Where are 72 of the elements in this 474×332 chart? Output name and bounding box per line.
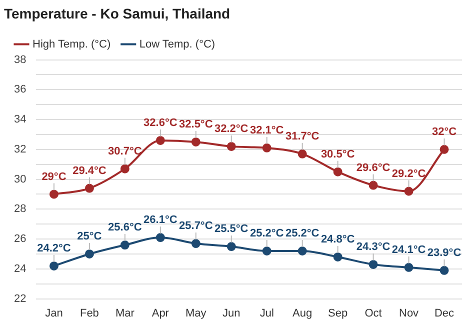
point <box>262 143 272 152</box>
point <box>226 142 236 151</box>
point <box>440 266 449 275</box>
point <box>333 252 342 262</box>
x-tick-label: Feb <box>80 307 99 320</box>
point <box>262 246 272 256</box>
point <box>120 240 130 250</box>
x-tick-label: May <box>186 307 207 320</box>
data-label: 24.2°C <box>37 242 71 254</box>
y-tick-label: 28 <box>14 203 26 216</box>
legend-label: Low Temp. (°C) <box>139 38 216 50</box>
point <box>191 239 200 248</box>
data-label: 25.2°C <box>250 228 284 240</box>
x-tick-label: Jun <box>222 307 240 320</box>
point <box>49 261 58 270</box>
data-label: 23.9°C <box>427 246 462 259</box>
data-label: 25.6°C <box>108 222 142 234</box>
point <box>333 167 342 176</box>
x-tick-label: Dec <box>434 307 455 320</box>
x-tick-label: Apr <box>152 307 170 320</box>
x-tick-label: Sep <box>328 307 348 320</box>
y-tick-label: 36 <box>14 84 26 96</box>
y-tick-label: 26 <box>14 233 26 246</box>
data-label: 29°C <box>42 170 66 183</box>
point <box>84 249 94 258</box>
data-label: 32.6°C <box>144 116 178 129</box>
data-label: 32°C <box>432 126 457 138</box>
data-label: 32.5°C <box>179 118 213 130</box>
legend-label: High Temp. (°C) <box>32 38 111 50</box>
data-label: 25.2°C <box>285 228 320 240</box>
point <box>298 149 307 158</box>
y-tick-label: 32 <box>14 143 26 156</box>
point <box>120 164 130 174</box>
y-tick-label: 22 <box>14 292 26 305</box>
point <box>368 260 378 269</box>
point <box>226 242 236 252</box>
data-label: 24.1°C <box>392 244 426 256</box>
data-label: 32.2°C <box>214 122 248 135</box>
point <box>404 186 414 196</box>
data-label: 29.6°C <box>356 162 390 174</box>
x-tick-label: Nov <box>399 307 420 320</box>
point <box>440 144 449 154</box>
point <box>191 137 200 146</box>
data-label: 25.5°C <box>214 223 248 236</box>
y-tick-label: 34 <box>14 114 26 126</box>
data-label: 31.7°C <box>285 130 320 142</box>
data-label: 29.2°C <box>392 168 426 180</box>
data-label: 32.1°C <box>250 124 284 136</box>
x-tick-label: Mar <box>115 307 135 320</box>
point <box>49 190 58 199</box>
x-tick-label: Jan <box>45 307 63 320</box>
point <box>298 246 307 256</box>
data-label: 29.4°C <box>72 164 106 177</box>
chart-title: Temperature - Ko Samui, Thailand <box>4 5 230 22</box>
data-label: 25°C <box>77 230 102 243</box>
point <box>368 180 378 190</box>
x-tick-label: Aug <box>292 307 312 320</box>
data-label: 24.8°C <box>320 234 355 246</box>
data-label: 30.7°C <box>108 145 142 158</box>
x-tick-label: Jul <box>260 307 274 320</box>
point <box>156 233 165 242</box>
data-label: 25.7°C <box>179 220 213 232</box>
data-label: 26.1°C <box>144 214 178 226</box>
data-label: 30.5°C <box>320 148 355 160</box>
point <box>84 184 94 193</box>
x-tick-label: Oct <box>364 307 382 320</box>
point <box>156 136 165 145</box>
y-tick-label: 38 <box>14 54 26 66</box>
data-label: 24.3°C <box>356 240 390 253</box>
y-tick-label: 30 <box>14 173 26 186</box>
y-tick-label: 24 <box>14 262 26 275</box>
point <box>404 262 414 272</box>
